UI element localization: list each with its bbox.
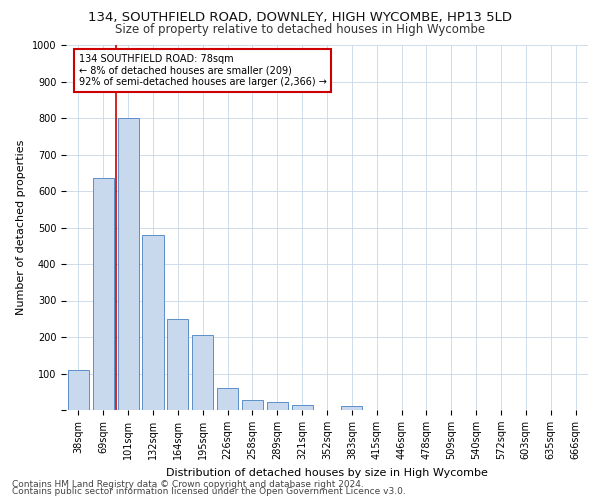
Bar [167,319,188,410]
Bar [242,400,263,410]
X-axis label: Distribution of detached houses by size in High Wycombe: Distribution of detached houses by size … [166,468,488,477]
Bar [341,406,362,410]
Bar [142,235,164,410]
Text: 134 SOUTHFIELD ROAD: 78sqm
← 8% of detached houses are smaller (209)
92% of semi: 134 SOUTHFIELD ROAD: 78sqm ← 8% of detac… [79,54,326,88]
Bar [192,335,213,410]
Bar [93,178,114,410]
Bar [267,402,288,410]
Bar [292,405,313,410]
Y-axis label: Number of detached properties: Number of detached properties [16,140,26,315]
Bar [118,118,139,410]
Text: 134, SOUTHFIELD ROAD, DOWNLEY, HIGH WYCOMBE, HP13 5LD: 134, SOUTHFIELD ROAD, DOWNLEY, HIGH WYCO… [88,11,512,24]
Text: Contains public sector information licensed under the Open Government Licence v3: Contains public sector information licen… [12,487,406,496]
Text: Size of property relative to detached houses in High Wycombe: Size of property relative to detached ho… [115,22,485,36]
Bar [217,388,238,410]
Text: Contains HM Land Registry data © Crown copyright and database right 2024.: Contains HM Land Registry data © Crown c… [12,480,364,489]
Bar [68,370,89,410]
